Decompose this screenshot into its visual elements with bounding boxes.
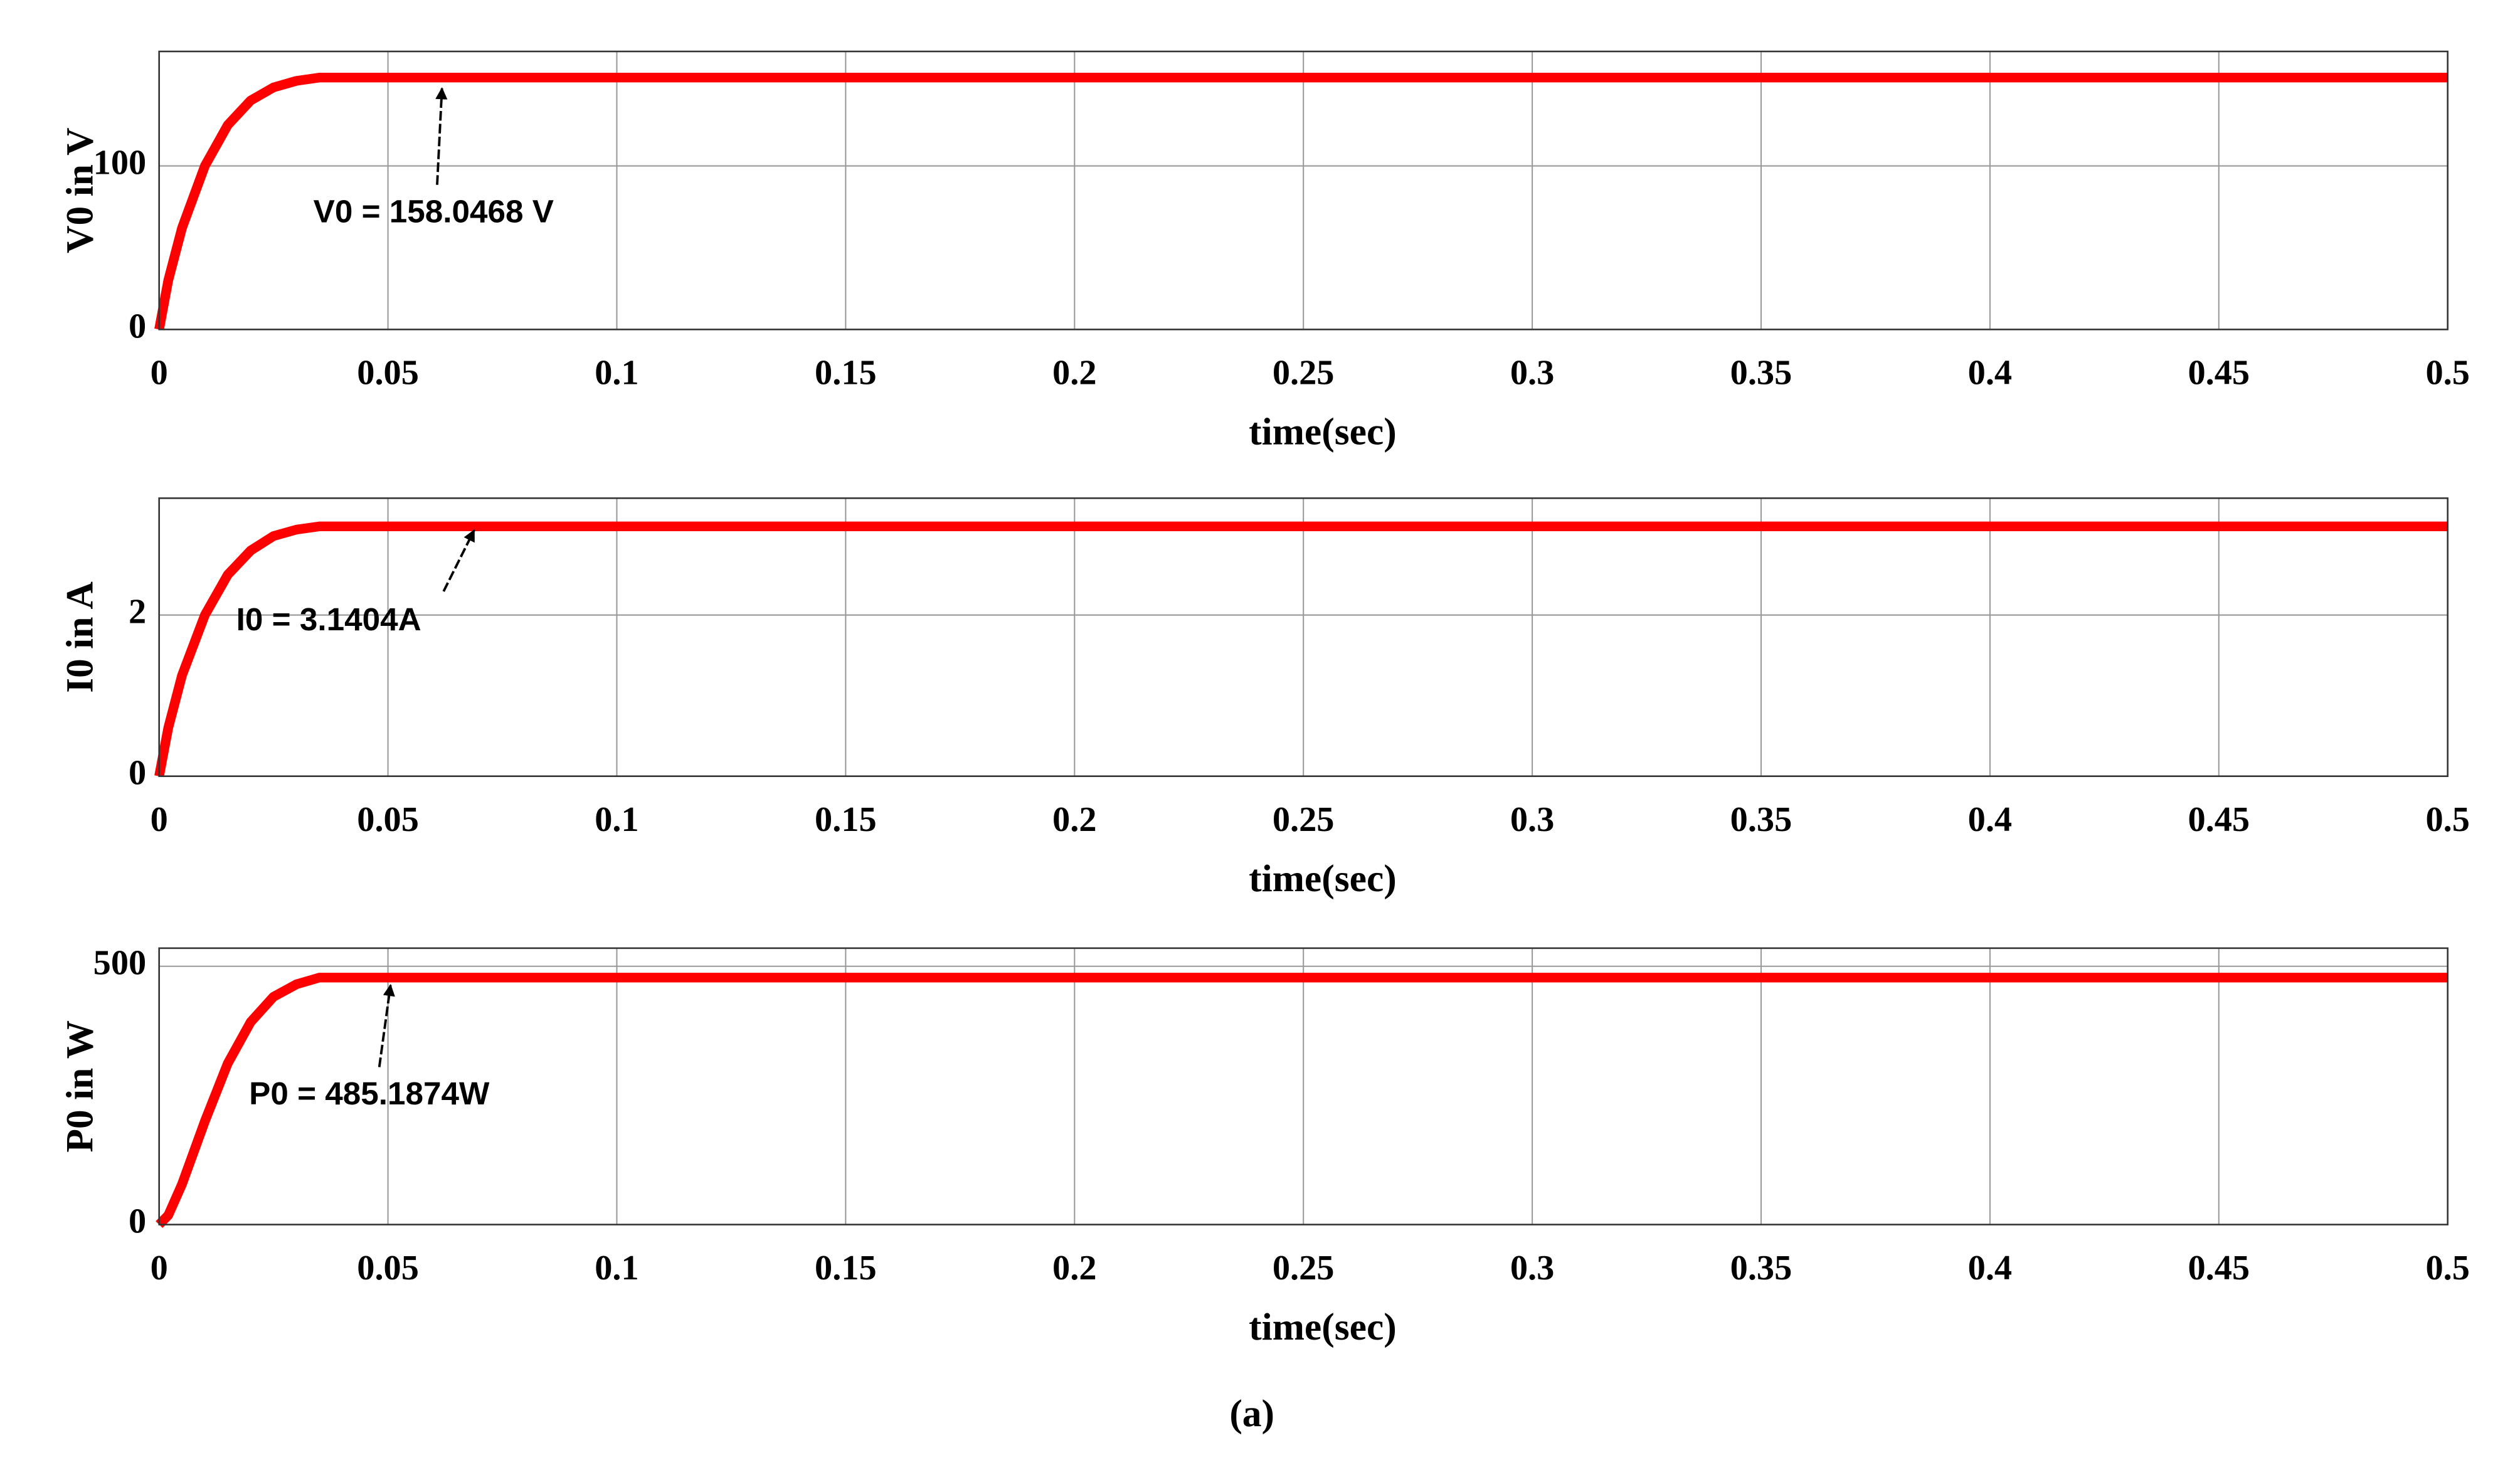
annotation: P0 = 485.1874W	[249, 1076, 490, 1111]
annotation-arrow	[435, 87, 448, 185]
y-tick-label: 0	[129, 1202, 146, 1241]
y-axis-label: V0 in V	[58, 127, 101, 253]
x-tick-label: 0.1	[595, 800, 638, 839]
x-axis-label: time(sec)	[1249, 1306, 1397, 1348]
x-tick-label: 0.4	[1968, 800, 2012, 839]
x-tick-label: 0.5	[2425, 1249, 2469, 1288]
x-tick-label: 0.2	[1052, 1249, 1096, 1288]
x-tick-label: 0.35	[1730, 354, 1792, 393]
x-tick-label: 0.4	[1968, 1249, 2012, 1288]
x-tick-label: 0	[151, 354, 168, 393]
y-tick-label: 0	[129, 754, 146, 793]
x-tick-label: 0.15	[815, 354, 877, 393]
y-axis-label: I0 in A	[58, 581, 101, 693]
y-tick-label: 2	[129, 593, 146, 632]
x-axis-label: time(sec)	[1249, 857, 1397, 900]
plot-frame	[158, 50, 2449, 331]
annotation-arrow	[378, 983, 395, 1067]
x-tick-label: 0.3	[1510, 800, 1554, 839]
x-axis-label: time(sec)	[1249, 411, 1397, 453]
x-tick-label: 0.4	[1968, 354, 2012, 393]
x-tick-label: 0.2	[1052, 354, 1096, 393]
annotation-arrow	[442, 529, 475, 592]
data-line	[154, 521, 2448, 778]
x-tick-label: 0	[151, 1249, 168, 1288]
x-tick-label: 0	[151, 800, 168, 839]
x-tick-label: 0.2	[1052, 800, 1096, 839]
x-tick-label: 0.05	[357, 354, 419, 393]
x-tick-label: 0.15	[815, 800, 877, 839]
x-tick-label: 0.25	[1273, 354, 1335, 393]
y-axis-label: P0 in W	[58, 1020, 101, 1153]
y-tick-label: 0	[129, 307, 146, 346]
plot-frame	[158, 947, 2449, 1225]
x-tick-label: 0.3	[1510, 1249, 1554, 1288]
x-tick-label: 0.3	[1510, 354, 1554, 393]
x-tick-label: 0.5	[2425, 800, 2469, 839]
data-line	[154, 73, 2448, 331]
x-tick-label: 0.35	[1730, 1249, 1792, 1288]
x-tick-label: 0.25	[1273, 1249, 1335, 1288]
annotation: I0 = 3.1404A	[236, 601, 421, 637]
x-tick-label: 0.45	[2188, 800, 2250, 839]
caption: (a)	[1229, 1392, 1274, 1435]
x-tick-label: 0.15	[815, 1249, 877, 1288]
annotation: V0 = 158.0468 V	[314, 193, 554, 229]
x-tick-label: 0.25	[1273, 800, 1335, 839]
x-tick-label: 0.1	[595, 1249, 638, 1288]
x-tick-label: 0.05	[357, 800, 419, 839]
x-tick-label: 0.35	[1730, 800, 1792, 839]
x-tick-label: 0.05	[357, 1249, 419, 1288]
x-tick-label: 0.45	[2188, 1249, 2250, 1288]
y-tick-label: 500	[93, 944, 147, 983]
y-tick-label: 100	[93, 143, 147, 182]
x-tick-label: 0.1	[595, 354, 638, 393]
x-tick-label: 0.45	[2188, 354, 2250, 393]
x-tick-label: 0.5	[2425, 354, 2469, 393]
plot-frame	[158, 497, 2449, 777]
data-line	[156, 973, 2448, 1229]
